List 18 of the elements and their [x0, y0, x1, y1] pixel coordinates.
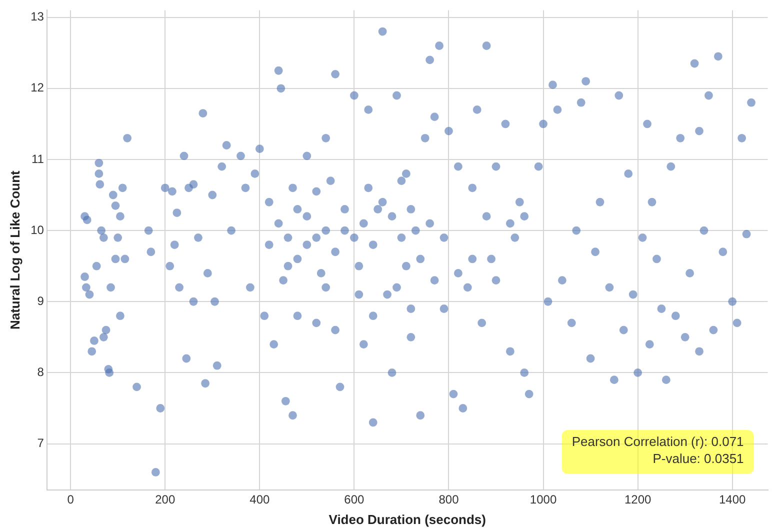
x-tick-label: 1400 — [718, 492, 746, 507]
x-tick-label: 800 — [438, 492, 460, 507]
y-tick-label: 9 — [37, 294, 44, 308]
y-tick-label: 12 — [30, 80, 44, 95]
y-tick-label: 13 — [30, 10, 44, 24]
y-tick-label: 11 — [31, 152, 44, 166]
x-tick-label: 200 — [155, 492, 176, 507]
x-tick-label: 600 — [344, 492, 365, 507]
x-axis-title: Video Duration (seconds) — [328, 512, 486, 527]
y-tick-label: 8 — [37, 365, 44, 380]
x-tick-label: 0 — [67, 492, 74, 507]
y-tick-label: 7 — [37, 436, 44, 450]
y-tick-label: 10 — [30, 222, 44, 237]
x-tick-label: 1000 — [530, 492, 557, 507]
annotation: Pearson Correlation (r): 0.071 P-value: 0.0351 — [572, 434, 744, 466]
y-axis-title: Natural Log of Like Count — [7, 170, 22, 330]
x-tick-label: 1200 — [624, 492, 652, 507]
x-tick-label: 400 — [250, 492, 270, 507]
